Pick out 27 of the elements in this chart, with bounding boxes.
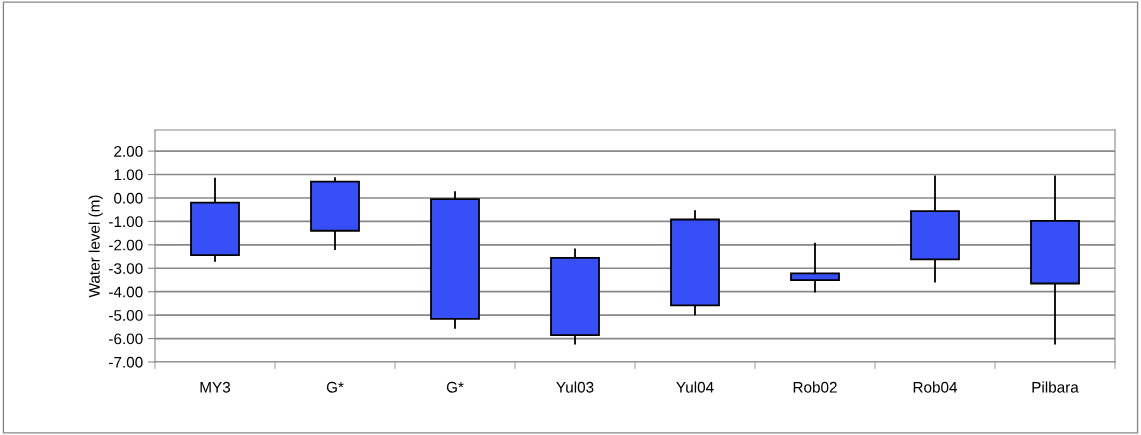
candlestick (790, 242, 840, 293)
y-tick-label: -5.00 (109, 310, 143, 321)
y-tick-label: -6.00 (109, 333, 143, 345)
x-tick-label: MY3 (200, 381, 231, 393)
x-tick-label: Rob02 (793, 381, 837, 393)
x-tick-label: G* (326, 381, 344, 393)
y-tick-label: -1.00 (109, 216, 143, 228)
candlestick (310, 177, 360, 250)
y-tick-label: 2.00 (114, 145, 143, 157)
y-tick-label: 0.00 (114, 192, 143, 204)
y-tick-label: -3.00 (109, 263, 143, 274)
x-tick-label: Yul04 (676, 381, 714, 393)
candlestick (190, 177, 240, 262)
y-tick-label: -4.00 (109, 286, 143, 298)
y-axis-title: Water level (m) (88, 195, 103, 298)
x-tick-label: Rob04 (913, 381, 958, 393)
x-tick-label: Yul03 (556, 381, 594, 393)
x-tick-label: G* (446, 381, 464, 393)
candlestick (1030, 175, 1080, 345)
y-tick-label: 1.00 (114, 169, 143, 181)
y-tick-label: -2.00 (109, 239, 143, 251)
candlestick (550, 248, 600, 345)
candlestick (910, 175, 960, 283)
candlestick (670, 210, 720, 316)
candlestick (430, 191, 480, 329)
y-tick-label: -7.00 (109, 356, 143, 368)
x-tick-label: Pilbara (1032, 381, 1079, 393)
